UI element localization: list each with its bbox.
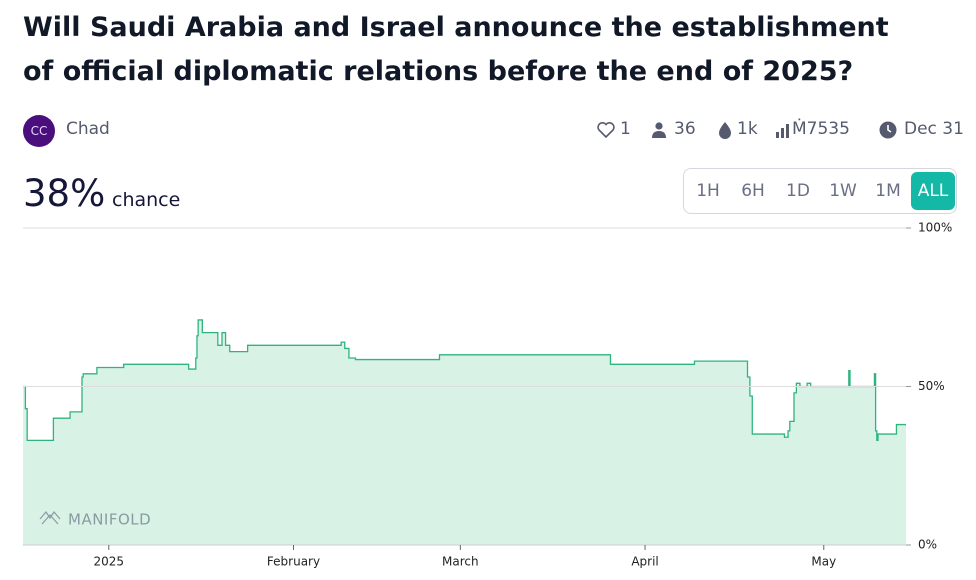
watermark-logo	[39, 511, 61, 525]
range-button[interactable]: 1D	[786, 181, 810, 201]
y-tick-label: 100%	[918, 221, 952, 235]
range-selector: 1H 6H 1D 1W 1M ALL	[683, 168, 957, 214]
user-icon	[655, 122, 663, 130]
drop-icon	[719, 122, 731, 139]
clock-hands	[887, 125, 892, 133]
probability: 38%	[23, 172, 106, 215]
market-title: Will Saudi Arabia and Israel announce th…	[23, 12, 889, 87]
bars-icon	[781, 128, 784, 138]
range-button[interactable]: ALL	[911, 172, 955, 210]
y-tick-label: 50%	[918, 379, 945, 393]
traders: 36	[674, 119, 696, 139]
close-date: Dec 31	[904, 119, 964, 139]
heart-icon[interactable]	[597, 122, 615, 139]
bars-icon	[776, 132, 779, 138]
x-tick-label: March	[442, 555, 479, 569]
avatar[interactable]: CC	[23, 115, 55, 147]
x-tick-label: April	[631, 555, 658, 569]
stat-icons	[597, 121, 897, 139]
range-button[interactable]: 1H	[696, 181, 720, 201]
x-tick-label: 2025	[94, 555, 125, 569]
author[interactable]: Chad	[66, 119, 110, 139]
probability-label: chance	[112, 189, 181, 211]
user-icon-body	[652, 131, 666, 138]
range-button[interactable]: 6H	[741, 181, 765, 201]
bars-icon	[786, 124, 789, 138]
range-button[interactable]: 1W	[829, 181, 857, 201]
liquidity: 1k	[737, 119, 758, 139]
area	[23, 319, 906, 545]
watermark: MANIFOLD	[68, 511, 151, 529]
likes: 1	[620, 119, 631, 139]
chart: 0% 50% 100% 2025 February March April May MANIFO…	[23, 221, 952, 569]
y-tick-label: 0%	[918, 538, 937, 552]
range-button[interactable]: 1M	[875, 181, 901, 201]
volume: Ṁ7535	[792, 119, 850, 139]
x-tick-label: February	[267, 555, 320, 569]
x-tick-label: May	[811, 555, 836, 569]
